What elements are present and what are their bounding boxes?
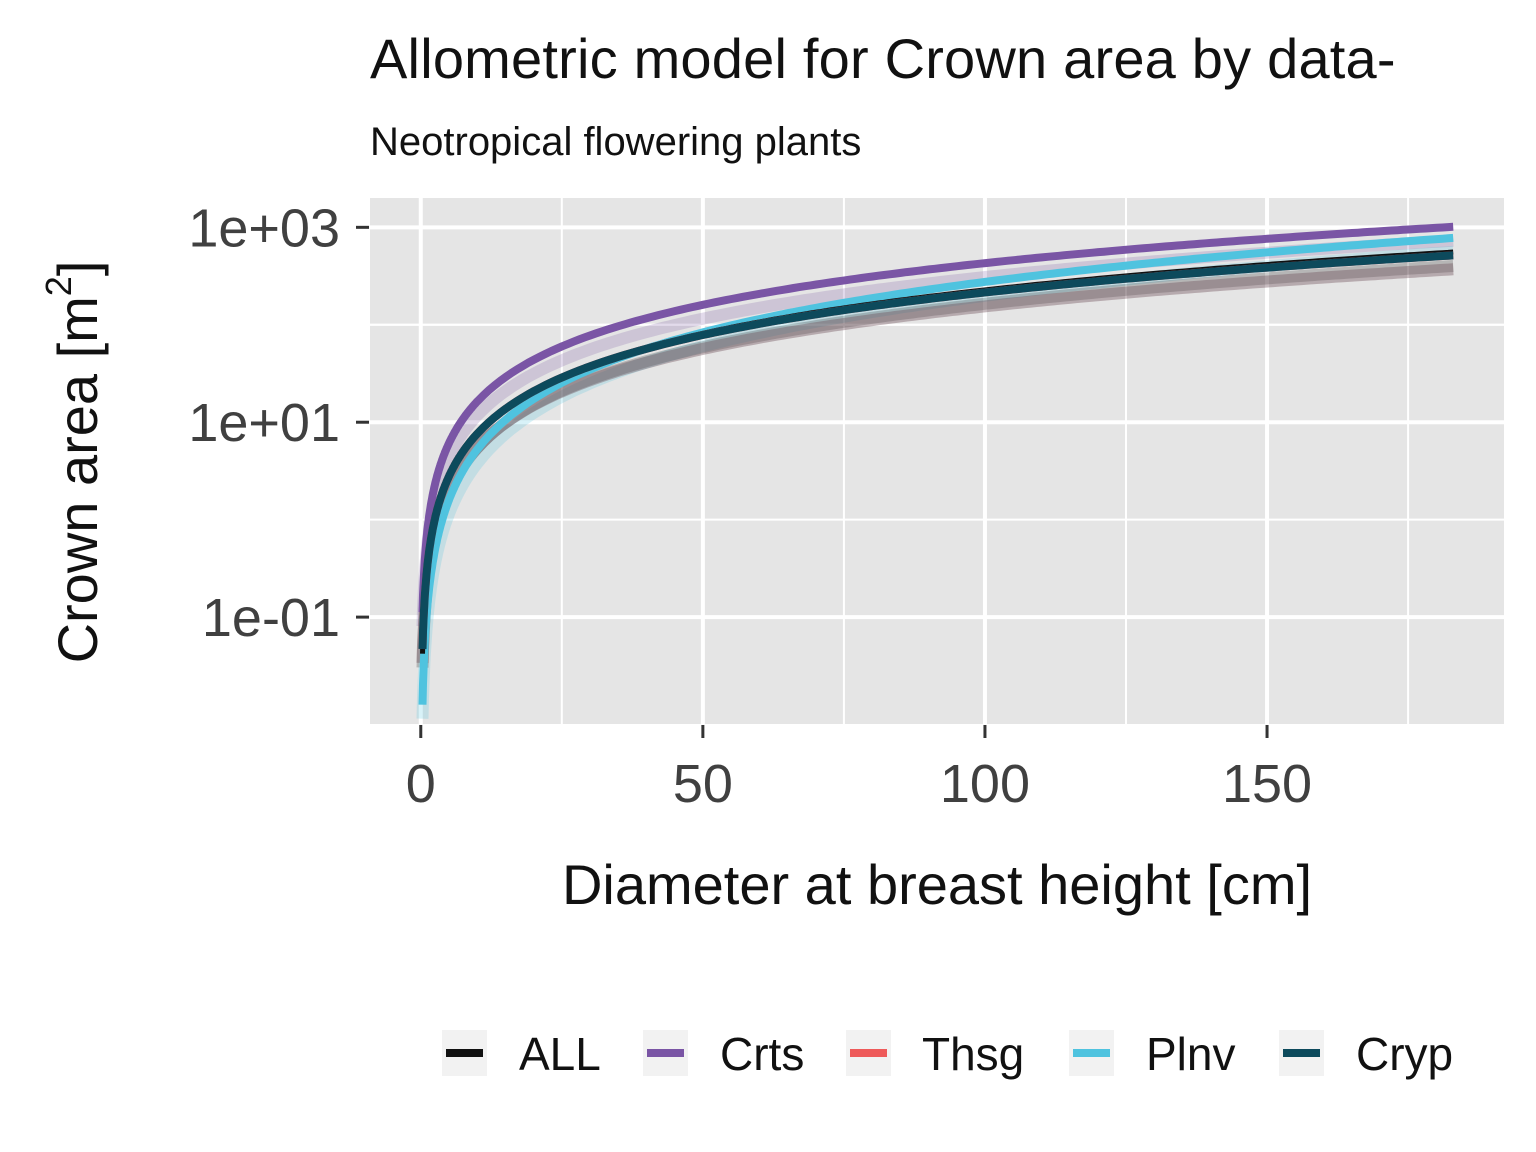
x-axis: 0 50 100 150 [406,725,1312,814]
legend-label-plnv: Plnv [1146,1028,1235,1080]
y-tick-label: 1e+01 [188,393,340,453]
y-tick-label: 1e+03 [188,198,340,258]
legend-label-crts: Crts [720,1028,804,1080]
chart-title: Allometric model for Crown area by data- [370,27,1396,90]
y-tick-label: 1e-01 [202,588,340,648]
grid-major [370,198,1504,724]
x-tick-label: 50 [673,754,733,814]
x-tick-label: 150 [1222,754,1312,814]
legend: ALL Crts Thsg Plnv Cryp [442,1028,1453,1080]
y-axis-title-main: Crown area [m [46,296,109,663]
legend-label-all: ALL [519,1028,601,1080]
y-axis-title: Crown area [m2] [38,261,109,664]
x-tick-label: 100 [940,754,1030,814]
series-line-crts [418,222,1454,613]
y-axis: 1e-01 1e+01 1e+03 [188,198,369,648]
x-tick-label: 0 [406,754,436,814]
chart-subtitle: Neotropical flowering plants [370,120,862,164]
legend-label-cryp: Cryp [1356,1028,1453,1080]
y-axis-title-close: ] [46,261,109,277]
x-axis-title: Diameter at breast height [cm] [562,853,1312,916]
legend-label-thsg: Thsg [922,1028,1024,1080]
series-line-cryp [418,251,1454,650]
series-lines [418,222,1454,705]
y-axis-title-sup: 2 [38,276,79,296]
